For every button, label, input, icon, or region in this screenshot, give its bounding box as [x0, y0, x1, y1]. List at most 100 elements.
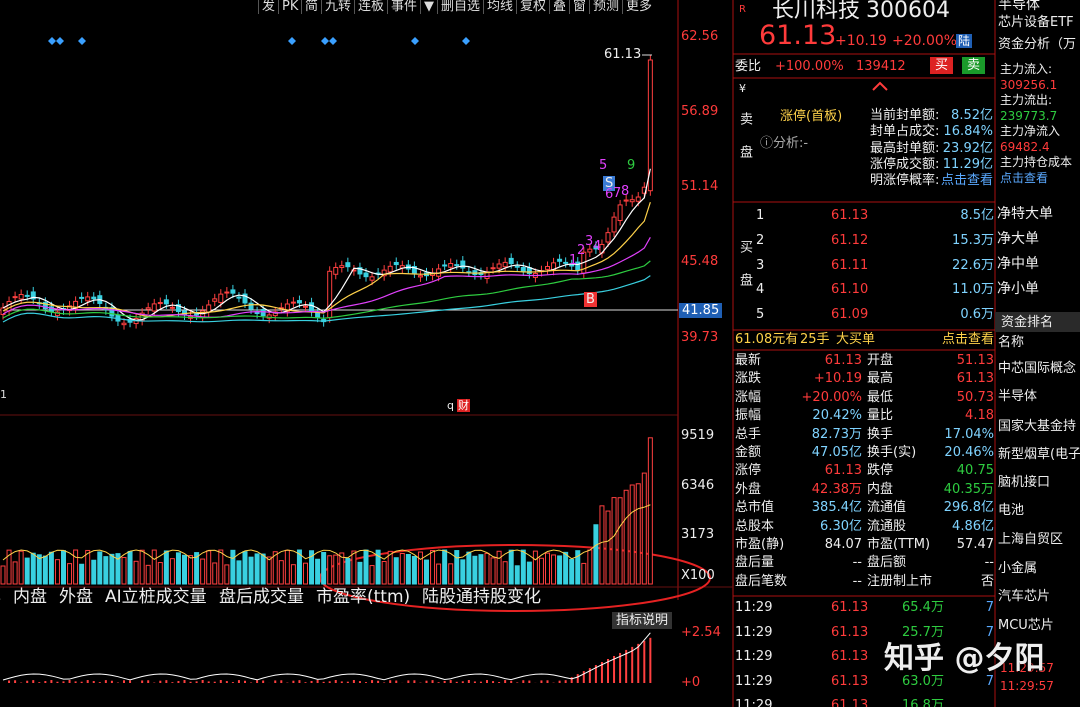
indicator-tab[interactable]: 内盘 — [13, 587, 47, 607]
candle — [508, 257, 514, 265]
side-label: 买盘 — [737, 240, 752, 306]
sell-button[interactable]: 卖 — [962, 57, 986, 74]
indicator-bar — [328, 681, 331, 683]
stat-label: 涨停 — [735, 463, 762, 479]
toolbar-button[interactable]: 删自选 — [437, 0, 483, 14]
candle — [617, 204, 623, 222]
candle — [12, 296, 18, 299]
stat-label: 跌停 — [867, 463, 894, 479]
bid-volume: 11.0万 — [952, 282, 994, 298]
indicator-bar — [467, 680, 470, 683]
big-order-link[interactable]: 点击查看 — [941, 332, 994, 347]
volume-bar — [309, 550, 315, 585]
volume-bar — [417, 551, 423, 585]
indicator-tab[interactable]: 市盈率(ttm) — [316, 587, 411, 607]
toolbar-button[interactable]: ▼ — [420, 0, 437, 14]
volume-bar — [327, 555, 333, 585]
indicator-bar — [358, 681, 361, 683]
candle — [333, 266, 339, 275]
indicator-tab[interactable]: AI立桩成交量 — [105, 587, 207, 607]
concept[interactable]: 中芯国际概念 — [998, 361, 1077, 376]
toolbar-button[interactable]: 均线 — [483, 0, 516, 14]
indicator-bar — [516, 682, 519, 683]
stock-name: 长川科技 — [772, 0, 861, 23]
concept[interactable]: MCU芯片 — [998, 618, 1054, 633]
volume-bar — [151, 549, 157, 585]
volume-bar — [623, 489, 629, 585]
signal-diamond — [78, 37, 86, 45]
toolbar-button[interactable]: 叠 — [549, 0, 569, 14]
toolbar-button[interactable]: 复权 — [516, 0, 549, 14]
toolbar-button[interactable]: PK — [278, 0, 301, 14]
indicator-bar — [207, 681, 210, 683]
indicator-tab[interactable]: 率 — [0, 589, 1, 606]
toolbar-button[interactable]: 简 — [301, 0, 321, 14]
flow-value[interactable]: 点击查看 — [1000, 171, 1049, 185]
stat-label: 流通股 — [867, 518, 907, 534]
concept[interactable]: 上海自贸区 — [998, 532, 1064, 547]
price-axis-label: 56.89 — [681, 104, 719, 119]
concept[interactable]: 新型烟草(电子 — [998, 447, 1080, 462]
candle — [218, 293, 224, 303]
stat-label: 最新 — [735, 353, 762, 368]
indicator-bar — [449, 680, 452, 683]
candle — [85, 296, 91, 302]
volume-bar — [30, 552, 36, 585]
concept[interactable]: 半导体 — [998, 389, 1038, 404]
toolbar-button[interactable]: 发 — [258, 0, 278, 14]
volume-bar — [115, 553, 121, 585]
volume-bar — [363, 549, 369, 585]
indicator-bar — [582, 671, 585, 683]
flow-label: 主力流入: — [1000, 62, 1053, 76]
indicator-bar — [395, 680, 398, 683]
indicator-tab[interactable]: 外盘 — [59, 587, 93, 607]
candle — [611, 216, 617, 233]
signal-marker: 8 — [621, 184, 630, 199]
indicator-bar — [546, 680, 549, 683]
stat-value: 47.05亿 — [811, 445, 862, 460]
toolbar-button[interactable]: 连板 — [354, 0, 387, 14]
concept[interactable]: 汽车芯片 — [998, 589, 1051, 604]
flow-value: 239773.7 — [1000, 109, 1058, 123]
indicator-tab[interactable]: 陆股通持股变化 — [422, 587, 541, 607]
volume-bar — [218, 549, 224, 585]
concept[interactable]: 脑机接口 — [998, 475, 1051, 490]
toolbar-button[interactable]: 事件 — [387, 0, 420, 14]
stat-label: 涨跌 — [735, 371, 762, 387]
toolbar-button[interactable]: 九转 — [321, 0, 354, 14]
indicator-bar — [600, 662, 603, 683]
candle — [175, 304, 181, 313]
stat-label: 盘后额 — [867, 555, 907, 571]
concept[interactable]: 国家大基金持 — [998, 419, 1077, 434]
volume-bar — [303, 562, 308, 585]
indicator-bar — [383, 682, 386, 683]
indicator-bar — [594, 665, 597, 683]
bid-volume: 22.6万 — [952, 257, 994, 273]
moving-average — [2, 260, 651, 319]
tick-time: 11:29 — [735, 698, 773, 707]
volume-bar — [520, 549, 526, 585]
indicator-bar — [32, 680, 35, 683]
concept[interactable]: 小金属 — [998, 561, 1038, 576]
indicator-bar — [558, 680, 561, 683]
candle — [557, 258, 563, 262]
volume-bar — [472, 555, 478, 585]
buy-button[interactable]: 买 — [930, 57, 954, 74]
concept[interactable]: 电池 — [998, 503, 1025, 518]
toolbar-button[interactable]: 预测 — [589, 0, 622, 14]
candle — [67, 305, 73, 312]
candle — [230, 289, 236, 294]
net-flow-label: 净特大单 — [997, 206, 1053, 222]
info-value[interactable]: 点击查看 — [940, 173, 993, 189]
candle — [502, 261, 508, 268]
candle — [496, 263, 502, 269]
toolbar-button[interactable]: 窗 — [569, 0, 589, 14]
indicator-bar — [86, 680, 89, 683]
toolbar-button[interactable]: 更多 — [622, 0, 655, 14]
stat-value: 50.73 — [956, 389, 994, 405]
section-title: 资金排名 — [1001, 315, 1054, 330]
help-button[interactable]: 指标说明 — [612, 612, 673, 629]
indicator-tab[interactable]: 盘后成交量 — [219, 587, 304, 607]
tick-price: 61.13 — [831, 649, 869, 664]
candle — [151, 303, 157, 312]
